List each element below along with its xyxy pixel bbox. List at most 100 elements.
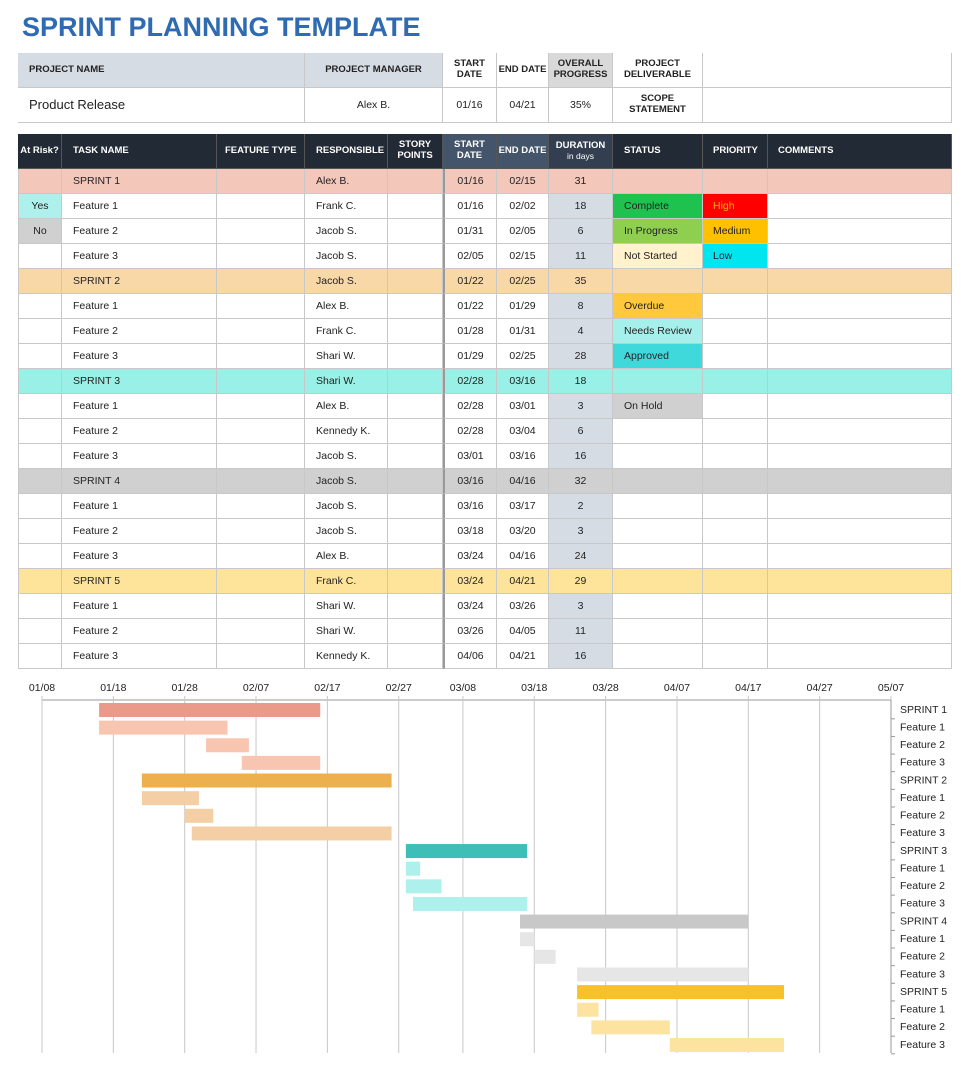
story-points-cell — [388, 469, 443, 494]
responsible-cell: Jacob S. — [305, 469, 388, 494]
y-tick-label: SPRINT 3 — [900, 845, 947, 857]
header-label: PROJECT MANAGER — [305, 53, 443, 88]
start-date-cell: 02/28 — [443, 419, 497, 444]
comments-cell — [768, 394, 952, 419]
gantt-bar — [577, 967, 749, 982]
story-points-cell — [388, 194, 443, 219]
task-name-cell: Feature 1 — [62, 294, 217, 319]
priority-cell — [703, 569, 768, 594]
y-tick-label: Feature 3 — [900, 1039, 945, 1051]
feature-type-cell — [217, 469, 305, 494]
task-name-cell: Feature 2 — [62, 219, 217, 244]
story-points-cell — [388, 494, 443, 519]
y-tick-label: SPRINT 1 — [900, 704, 947, 716]
end-date-cell: 03/26 — [497, 594, 549, 619]
responsible-cell: Jacob S. — [305, 269, 388, 294]
priority-cell — [703, 294, 768, 319]
comments-cell — [768, 244, 952, 269]
column-header: TASK NAME — [62, 134, 217, 169]
priority-cell — [703, 269, 768, 294]
duration-unit: in days — [567, 150, 594, 161]
task-name-cell: SPRINT 4 — [62, 469, 217, 494]
responsible-cell: Jacob S. — [305, 494, 388, 519]
at-risk-cell — [18, 544, 62, 569]
column-header-text: TASK NAME — [73, 144, 129, 156]
feature-type-cell — [217, 394, 305, 419]
comments-cell — [768, 169, 952, 194]
start-date-cell: 03/01 — [443, 444, 497, 469]
gantt-bar — [141, 773, 392, 788]
task-name-cell: Feature 3 — [62, 344, 217, 369]
column-header: PRIORITY — [703, 134, 768, 169]
y-tick-label: Feature 1 — [900, 862, 945, 874]
responsible-cell: Jacob S. — [305, 519, 388, 544]
duration-cell: 16 — [549, 644, 613, 669]
at-risk-cell — [18, 394, 62, 419]
responsible-cell: Jacob S. — [305, 219, 388, 244]
column-header-text: STORY POINTS — [397, 139, 433, 161]
duration-cell: 16 — [549, 444, 613, 469]
task-name-cell: SPRINT 1 — [62, 169, 217, 194]
page-title: SPRINT PLANNING TEMPLATE — [22, 12, 421, 42]
feature-type-cell — [217, 169, 305, 194]
comments-cell — [768, 294, 952, 319]
status-cell: On Hold — [613, 394, 703, 419]
status-cell — [613, 469, 703, 494]
priority-cell — [703, 319, 768, 344]
end-date-cell: 04/05 — [497, 619, 549, 644]
story-points-cell — [388, 244, 443, 269]
status-cell — [613, 569, 703, 594]
priority-cell — [703, 344, 768, 369]
duration-cell: 29 — [549, 569, 613, 594]
y-tick-label: SPRINT 2 — [900, 774, 947, 786]
at-risk-cell — [18, 569, 62, 594]
priority-cell — [703, 544, 768, 569]
comments-cell — [768, 644, 952, 669]
priority-cell — [703, 619, 768, 644]
feature-type-cell — [217, 569, 305, 594]
end-date-cell: 03/17 — [497, 494, 549, 519]
end-date-cell: 02/05 — [497, 219, 549, 244]
start-date-cell: 03/16 — [443, 469, 497, 494]
responsible-cell: Frank C. — [305, 319, 388, 344]
priority-cell — [703, 519, 768, 544]
responsible-cell: Shari W. — [305, 369, 388, 394]
y-tick-label: Feature 2 — [900, 951, 945, 963]
duration-cell: 24 — [549, 544, 613, 569]
at-risk-cell — [18, 419, 62, 444]
comments-cell — [768, 194, 952, 219]
column-header-text: At Risk? — [20, 144, 59, 156]
y-tick-label: Feature 3 — [900, 968, 945, 980]
gantt-bar — [669, 1038, 784, 1052]
gantt-bar — [412, 896, 528, 911]
at-risk-cell: Yes — [18, 194, 62, 219]
responsible-cell: Frank C. — [305, 569, 388, 594]
at-risk-cell — [18, 244, 62, 269]
story-points-cell — [388, 444, 443, 469]
at-risk-cell — [18, 494, 62, 519]
priority-cell — [703, 394, 768, 419]
task-name-cell: Feature 2 — [62, 319, 217, 344]
column-header-text: DURATION — [555, 139, 606, 151]
header-label: END DATE — [497, 53, 549, 88]
feature-type-cell — [217, 244, 305, 269]
responsible-cell: Alex B. — [305, 294, 388, 319]
feature-type-cell — [217, 619, 305, 644]
priority-cell — [703, 169, 768, 194]
story-points-cell — [388, 294, 443, 319]
status-cell — [613, 269, 703, 294]
column-header-text: RESPONSIBLE — [316, 144, 385, 156]
start-date-cell: 02/05 — [443, 244, 497, 269]
column-header: START DATE — [443, 134, 497, 169]
story-points-cell — [388, 344, 443, 369]
feature-type-cell — [217, 444, 305, 469]
x-tick-label: 02/17 — [314, 682, 340, 694]
task-name-cell: Feature 2 — [62, 619, 217, 644]
responsible-cell: Kennedy K. — [305, 644, 388, 669]
duration-cell: 2 — [549, 494, 613, 519]
task-name-cell: Feature 3 — [62, 544, 217, 569]
comments-cell — [768, 494, 952, 519]
feature-type-cell — [217, 294, 305, 319]
priority-cell — [703, 594, 768, 619]
